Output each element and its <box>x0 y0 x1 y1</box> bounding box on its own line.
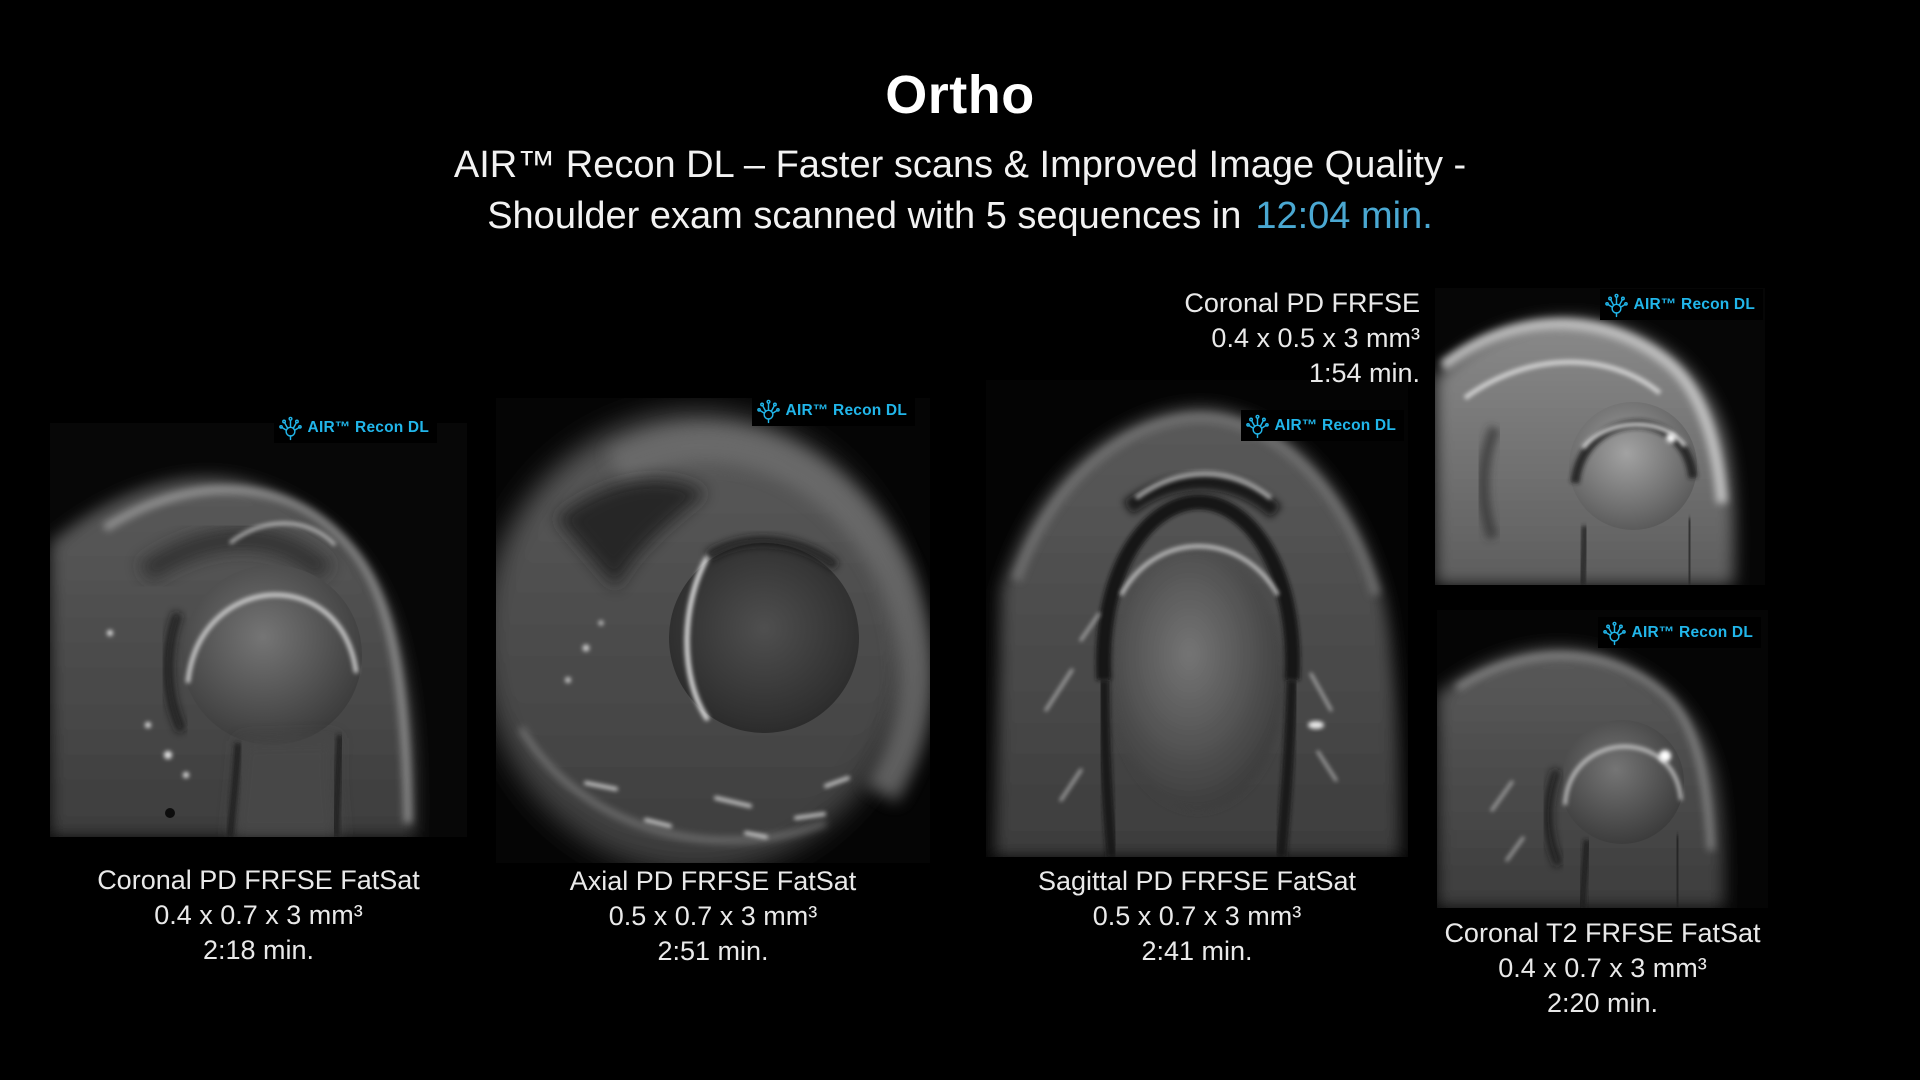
watermark-label: AIR™ Recon DL <box>1631 623 1753 641</box>
scan-name: Axial PD FRFSE FatSat <box>569 866 857 896</box>
scan-time: 1:54 min. <box>1308 358 1420 388</box>
hand-coil-icon <box>1245 414 1269 439</box>
scan-name: Coronal PD FRFSE FatSat <box>97 865 420 895</box>
scan-caption: Coronal T2 FRFSE FatSat 0.4 x 0.7 x 3 mm… <box>1437 916 1768 1021</box>
scan-caption: Coronal PD FRFSE FatSat 0.4 x 0.7 x 3 mm… <box>50 863 467 968</box>
scan-time: 2:51 min. <box>657 936 769 966</box>
air-recon-dl-watermark: AIR™ Recon DL <box>273 412 437 443</box>
scan-voxel-size: 0.5 x 0.7 x 3 mm³ <box>608 901 818 931</box>
scan-voxel-size: 0.4 x 0.7 x 3 mm³ <box>1498 953 1707 983</box>
hand-coil-icon <box>756 399 780 424</box>
page-title: Ortho <box>885 65 1035 125</box>
mri-image-axial-pd-fatsat: AIR™ Recon DL <box>496 395 930 863</box>
scan-figure-coronal-pd: AIR™ Recon DL <box>1435 288 1765 585</box>
watermark-label: AIR™ Recon DL <box>307 418 429 436</box>
air-recon-dl-watermark: AIR™ Recon DL <box>1599 289 1763 320</box>
mri-scan-graphic <box>986 380 1408 857</box>
scan-name: Sagittal PD FRFSE FatSat <box>1037 866 1357 896</box>
scan-time: 2:20 min. <box>1546 988 1659 1018</box>
air-recon-dl-watermark: AIR™ Recon DL <box>1240 410 1404 441</box>
total-scan-time: 12:04 min. <box>1255 195 1433 237</box>
scan-figure-sagittal-pd-fatsat: AIR™ Recon DL Sagittal PD FRFSE FatSat 0… <box>986 380 1408 966</box>
hand-coil-icon <box>278 416 302 441</box>
air-recon-dl-watermark: AIR™ Recon DL <box>751 395 915 426</box>
scan-time: 2:18 min. <box>202 935 315 965</box>
scan-caption: Coronal PD FRFSE 0.4 x 0.5 x 3 mm³ 1:54 … <box>1080 286 1420 391</box>
mri-scan-graphic <box>50 423 467 837</box>
mri-image-coronal-pd-fatsat: AIR™ Recon DL <box>50 412 467 837</box>
scan-time: 2:41 min. <box>1141 936 1253 966</box>
scan-caption: Sagittal PD FRFSE FatSat 0.5 x 0.7 x 3 m… <box>986 864 1408 969</box>
subtitle-line-2-text: Shoulder exam scanned with 5 sequences i… <box>487 195 1242 237</box>
watermark-label: AIR™ Recon DL <box>1274 416 1396 434</box>
scan-figure-coronal-t2-fatsat: AIR™ Recon DL Coronal T2 FRFSE FatSat 0.… <box>1437 610 1768 1018</box>
subtitle-line-1: AIR™ Recon DL – Faster scans & Improved … <box>453 144 1467 186</box>
mri-scan-graphic <box>1437 610 1768 908</box>
subtitle: AIR™ Recon DL – Faster scans & Improved … <box>0 140 1920 242</box>
mri-image-coronal-pd: AIR™ Recon DL <box>1435 288 1765 585</box>
scan-voxel-size: 0.4 x 0.7 x 3 mm³ <box>154 900 363 930</box>
subtitle-line-2: Shoulder exam scanned with 5 sequences i… <box>0 191 1920 242</box>
mri-image-coronal-t2-fatsat: AIR™ Recon DL <box>1437 610 1768 908</box>
mri-scan-graphic <box>1435 288 1765 585</box>
scan-voxel-size: 0.5 x 0.7 x 3 mm³ <box>1092 901 1302 931</box>
hand-coil-icon <box>1604 293 1628 318</box>
air-recon-dl-watermark: AIR™ Recon DL <box>1597 617 1761 648</box>
watermark-label: AIR™ Recon DL <box>1633 295 1755 313</box>
mri-image-sagittal-pd-fatsat: AIR™ Recon DL <box>986 380 1408 857</box>
watermark-label: AIR™ Recon DL <box>785 401 907 419</box>
hand-coil-icon <box>1602 621 1626 646</box>
scan-voxel-size: 0.4 x 0.5 x 3 mm³ <box>1211 323 1420 353</box>
scan-caption: Axial PD FRFSE FatSat 0.5 x 0.7 x 3 mm³ … <box>496 864 930 969</box>
scan-figure-axial-pd-fatsat: AIR™ Recon DL Axial PD FRFSE FatSat 0.5 … <box>496 395 930 966</box>
scan-figure-coronal-pd-fatsat: AIR™ Recon DL Coronal PD FRFSE FatSat 0.… <box>50 412 467 965</box>
mri-scan-graphic <box>496 398 930 863</box>
scan-name: Coronal T2 FRFSE FatSat <box>1444 918 1761 948</box>
scan-name: Coronal PD FRFSE <box>1184 288 1420 318</box>
